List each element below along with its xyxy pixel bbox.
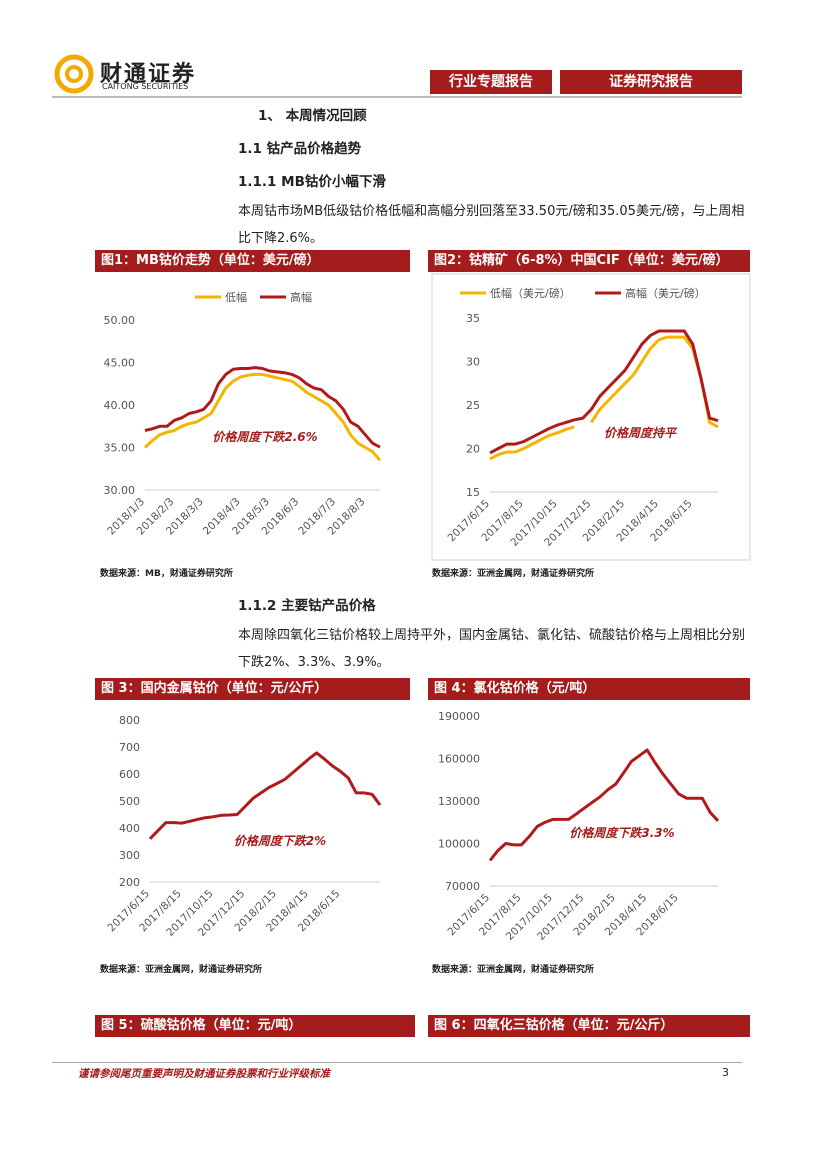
y-tick-label: 100000 — [438, 838, 480, 851]
logo-cn: 财通证券 — [100, 62, 197, 87]
disclaimer: 谨请参阅尾页重要声明及财通证券股票和行业评级标准 — [78, 1068, 330, 1080]
rule — [52, 96, 742, 98]
figure-title: 图2：钴精矿（6-8%）中国CIF（单位：美元/磅） — [428, 250, 750, 272]
y-tick-label: 25 — [466, 399, 480, 412]
tag: 证券研究报告 — [560, 70, 742, 94]
y-tick-label: 400 — [119, 822, 140, 835]
figure-source: 数据来源：亚洲金属网，财通证券研究所 — [432, 569, 595, 579]
y-tick-label: 30.00 — [104, 484, 136, 497]
y-tick-label: 500 — [119, 795, 140, 808]
y-tick-label: 800 — [119, 714, 140, 727]
figure-title: 图 3：国内金属钴价（单位：元/公斤） — [95, 678, 410, 700]
figure-source: 数据来源：亚洲金属网，财通证券研究所 — [100, 965, 263, 975]
annotation: 价格周度持平 — [604, 426, 678, 440]
heading: 1.1.2 主要钴产品价格 — [238, 598, 376, 614]
y-tick-label: 190000 — [438, 710, 480, 723]
figure-title: 图 6：四氧化三钴价格（单位：元/公斤） — [428, 1015, 750, 1037]
heading: 1、 本周情况回顾 — [258, 108, 367, 124]
figure-source: 数据来源：亚洲金属网，财通证券研究所 — [432, 965, 595, 975]
paragraph: 本周钴市场MB低级钴价格低幅和高幅分别回落至33.50元/磅和35.05美元/磅… — [238, 204, 745, 246]
y-tick-label: 35 — [466, 312, 480, 325]
series-line — [144, 366, 381, 449]
y-tick-label: 35.00 — [104, 442, 136, 455]
y-tick-label: 70000 — [445, 880, 480, 893]
chart-border — [431, 273, 751, 561]
y-tick-label: 130000 — [438, 795, 480, 808]
y-tick-label: 700 — [119, 741, 140, 754]
y-tick-label: 50.00 — [104, 314, 136, 327]
legend-label: 低幅（美元/磅） — [490, 286, 571, 300]
figure-source: 数据来源：MB，财通证券研究所 — [100, 569, 233, 579]
heading: 1.1 钴产品价格趋势 — [238, 141, 362, 157]
y-tick-label: 600 — [119, 768, 140, 781]
series-line — [489, 329, 719, 455]
y-tick-label: 300 — [119, 849, 140, 862]
series-line — [488, 748, 720, 862]
y-tick-label: 200 — [119, 876, 140, 889]
y-tick-label: 20 — [466, 443, 480, 456]
logo-en: CAITONG SECURITIES — [102, 82, 189, 91]
legend-label: 高幅 — [290, 290, 312, 304]
annotation: 价格周度下跌2% — [234, 834, 326, 848]
annotation: 价格周度下跌2.6% — [212, 430, 317, 444]
y-tick-label: 40.00 — [104, 399, 136, 412]
legend-label: 高幅（美元/磅） — [625, 286, 706, 300]
legend-label: 低幅 — [225, 291, 247, 304]
y-tick-label: 160000 — [438, 753, 480, 766]
series-line — [148, 751, 382, 840]
series-line — [143, 372, 382, 462]
logo-mark — [54, 54, 94, 94]
y-tick-label: 30 — [466, 356, 480, 369]
figure-title: 图 4：氯化钴价格（元/吨） — [428, 678, 750, 700]
heading: 1.1.1 MB钴价小幅下滑 — [238, 174, 386, 190]
figure-title: 图1：MB钴价走势（单位：美元/磅） — [95, 250, 410, 272]
paragraph: 本周除四氧化三钴价格较上周持平外，国内金属钴、氯化钴、硫酸钴价格与上周相比分别下… — [238, 628, 746, 670]
tag: 行业专题报告 — [430, 70, 552, 94]
y-tick-label: 15 — [466, 486, 480, 499]
rule — [52, 1062, 742, 1063]
figure-title: 图 5：硫酸钴价格（单位：元/吨） — [95, 1015, 415, 1037]
annotation: 价格周度下跌3.3% — [569, 826, 674, 840]
page-number: 3 — [722, 1066, 729, 1079]
charts: 30.0035.0040.0045.0050.002018/1/32018/2/… — [104, 273, 751, 943]
y-tick-label: 45.00 — [104, 357, 136, 370]
